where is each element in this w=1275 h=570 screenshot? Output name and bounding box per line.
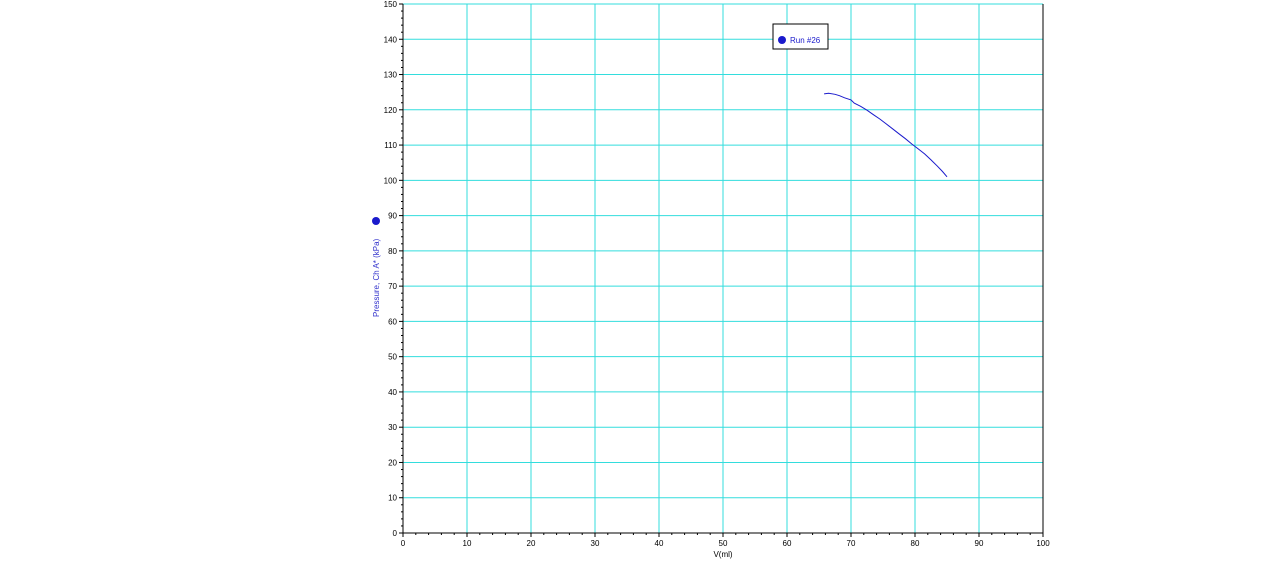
x-tick-label: 30 <box>591 539 600 548</box>
legend[interactable]: Run #26 <box>772 23 829 50</box>
y-tick-label: 40 <box>388 388 397 397</box>
y-tick-label: 20 <box>388 458 397 467</box>
y-tick-label: 150 <box>384 0 398 9</box>
x-tick-label: 60 <box>783 539 792 548</box>
y-tick-label: 80 <box>388 247 397 256</box>
legend-label: Run #26 <box>790 36 821 45</box>
x-tick-label: 80 <box>911 539 920 548</box>
y-axis-title-group: Pressure, Ch A* (kPa) <box>372 217 381 317</box>
x-axis-title: V(ml) <box>713 550 732 559</box>
y-tick-label: 130 <box>384 71 398 80</box>
y-tick-label: 140 <box>384 35 398 44</box>
legend-box <box>772 23 829 50</box>
series-layer <box>824 92 948 178</box>
x-tick-label: 70 <box>847 539 856 548</box>
y-tick-label: 110 <box>384 141 397 150</box>
x-axis-ticks: 0 10 20 30 40 50 60 70 80 90 100 <box>401 533 1050 548</box>
x-tick-label: 0 <box>401 539 406 548</box>
y-tick-label: 70 <box>388 282 397 291</box>
y-tick-label: 30 <box>388 423 397 432</box>
y-axis-series-marker <box>372 217 380 225</box>
y-tick-label: 0 <box>393 529 398 538</box>
legend-marker <box>778 36 786 44</box>
y-tick-label: 120 <box>384 106 398 115</box>
x-tick-label: 50 <box>719 539 728 548</box>
x-tick-label: 10 <box>463 539 472 548</box>
x-tick-label: 90 <box>975 539 984 548</box>
y-axis-ticks: 0 10 20 30 40 50 60 70 80 90 100 110 120 130 140 150 <box>384 0 403 538</box>
grid-lines <box>403 3 1044 533</box>
x-tick-label: 40 <box>655 539 664 548</box>
y-tick-label: 60 <box>388 317 397 326</box>
y-tick-label: 10 <box>388 494 397 503</box>
y-tick-label: 90 <box>388 212 397 221</box>
series-line-run-26 <box>824 92 948 178</box>
y-tick-label: 100 <box>384 176 398 185</box>
y-tick-label: 50 <box>388 353 397 362</box>
y-axis-title: Pressure, Ch A* (kPa) <box>372 238 381 317</box>
x-tick-label: 100 <box>1036 539 1050 548</box>
x-tick-label: 20 <box>527 539 536 548</box>
